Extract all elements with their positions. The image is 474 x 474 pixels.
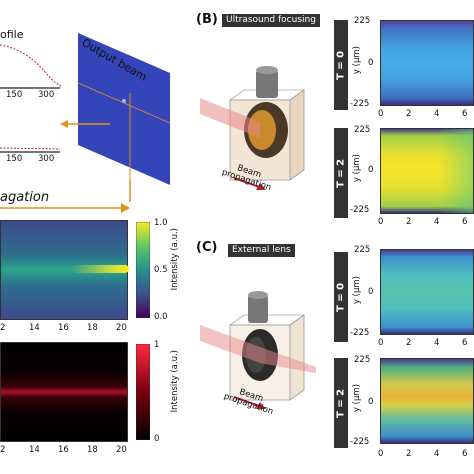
hm1-xtick-0: 2: [0, 323, 6, 333]
tick-top-150: 150: [6, 90, 23, 100]
b0-xtick-2: 2: [406, 109, 412, 119]
hm1-xtick-1: 14: [29, 323, 40, 333]
c1-ytick-m225: -225: [350, 437, 370, 447]
orange-arrows: [0, 120, 131, 213]
c0-xtick-4: 4: [434, 338, 440, 348]
c1-xtick-6: 6: [462, 449, 468, 459]
panel-b-heatmap-t0: [380, 20, 474, 106]
hm1-xtick-3: 18: [87, 323, 98, 333]
c0-ytick-0: 0: [368, 287, 374, 297]
cb1-tick-05: 0.5: [154, 265, 168, 275]
c0-xtick-0: 0: [378, 338, 384, 348]
c0-ytick-m225: -225: [350, 328, 370, 338]
cb2-tick-1: 1: [154, 340, 160, 350]
panel-b-row0-yaxis: y (μm): [352, 46, 362, 75]
b0-ytick-225: 225: [354, 16, 371, 26]
b0-xtick-6: 6: [462, 109, 468, 119]
tick-top-300: 300: [38, 90, 55, 100]
tick-mid-150: 150: [6, 154, 23, 164]
hm2-xtick-2: 16: [58, 445, 69, 455]
device-b: [200, 66, 306, 190]
panel-c-letter: (C): [196, 240, 218, 255]
heatmap-1: [0, 220, 129, 320]
hm2-xtick-0: 2: [0, 445, 6, 455]
hm2-xtick-1: 14: [29, 445, 40, 455]
b1-ytick-225: 225: [354, 125, 371, 135]
cb2-tick-0: 0: [154, 434, 160, 444]
b0-ytick-m225: -225: [350, 99, 370, 109]
cb1-tick-0: 0.0: [154, 312, 168, 322]
cb1-tick-1: 1.0: [154, 218, 168, 228]
colorbar-1: [136, 222, 150, 318]
panel-c-heatmap-t0: [380, 249, 474, 335]
b0-xtick-0: 0: [378, 109, 384, 119]
c1-xtick-2: 2: [406, 449, 412, 459]
panel-c-row1-yaxis: y (μm): [352, 384, 362, 413]
panel-c-row1-tlabel: T = 2: [334, 358, 348, 448]
c0-ytick-225: 225: [354, 245, 371, 255]
profile-plot-mid: [0, 147, 61, 153]
b1-xtick-0: 0: [378, 217, 384, 227]
hm1-xtick-2: 16: [58, 323, 69, 333]
tick-mid-300: 300: [38, 154, 55, 164]
cb1-label: Intensity (a.u.): [170, 228, 180, 291]
profile-label: ofile: [0, 28, 24, 41]
hm1-xtick-4: 20: [116, 323, 127, 333]
profile-curve-top: [0, 44, 63, 88]
propagation-label: agation: [0, 190, 50, 205]
c1-xtick-4: 4: [434, 449, 440, 459]
panel-c-row0-yaxis: y (μm): [352, 276, 362, 305]
panel-b-row1-yaxis: y (μm): [352, 154, 362, 183]
b0-xtick-4: 4: [434, 109, 440, 119]
b1-xtick-2: 2: [406, 217, 412, 227]
panel-c-title: External lens: [228, 244, 295, 257]
b0-ytick-0: 0: [368, 58, 374, 68]
hm2-xtick-3: 18: [87, 445, 98, 455]
c0-xtick-6: 6: [462, 338, 468, 348]
panel-b-heatmap-t2: [380, 128, 474, 214]
hm2-xtick-4: 20: [116, 445, 127, 455]
b1-ytick-0: 0: [368, 165, 374, 175]
cb2-label: Intensity (a.u.): [170, 350, 180, 413]
output-beam-panel: [77, 33, 171, 195]
panel-c-row0-tlabel: T = 0: [334, 252, 348, 342]
output-beam-plane: [78, 33, 170, 185]
c1-xtick-0: 0: [378, 449, 384, 459]
profile-plot-top: [0, 44, 63, 89]
b1-xtick-6: 6: [462, 217, 468, 227]
c0-xtick-2: 2: [406, 338, 412, 348]
panel-b-letter: (B): [196, 12, 218, 27]
heatmap-2: [0, 342, 128, 442]
panel-b-row1-tlabel: T = 2: [334, 128, 348, 218]
c1-ytick-0: 0: [368, 397, 374, 407]
b1-xtick-4: 4: [434, 217, 440, 227]
device-c: [200, 291, 316, 409]
panel-b-row0-tlabel: T = 0: [334, 20, 348, 110]
colorbar-2: [136, 344, 150, 440]
panel-c-heatmap-t2: [380, 358, 474, 444]
b1-ytick-m225: -225: [350, 205, 370, 215]
beam-focus-highlight: [71, 265, 129, 273]
panel-b-title: Ultrasound focusing: [222, 14, 320, 27]
c1-ytick-225: 225: [354, 355, 371, 365]
